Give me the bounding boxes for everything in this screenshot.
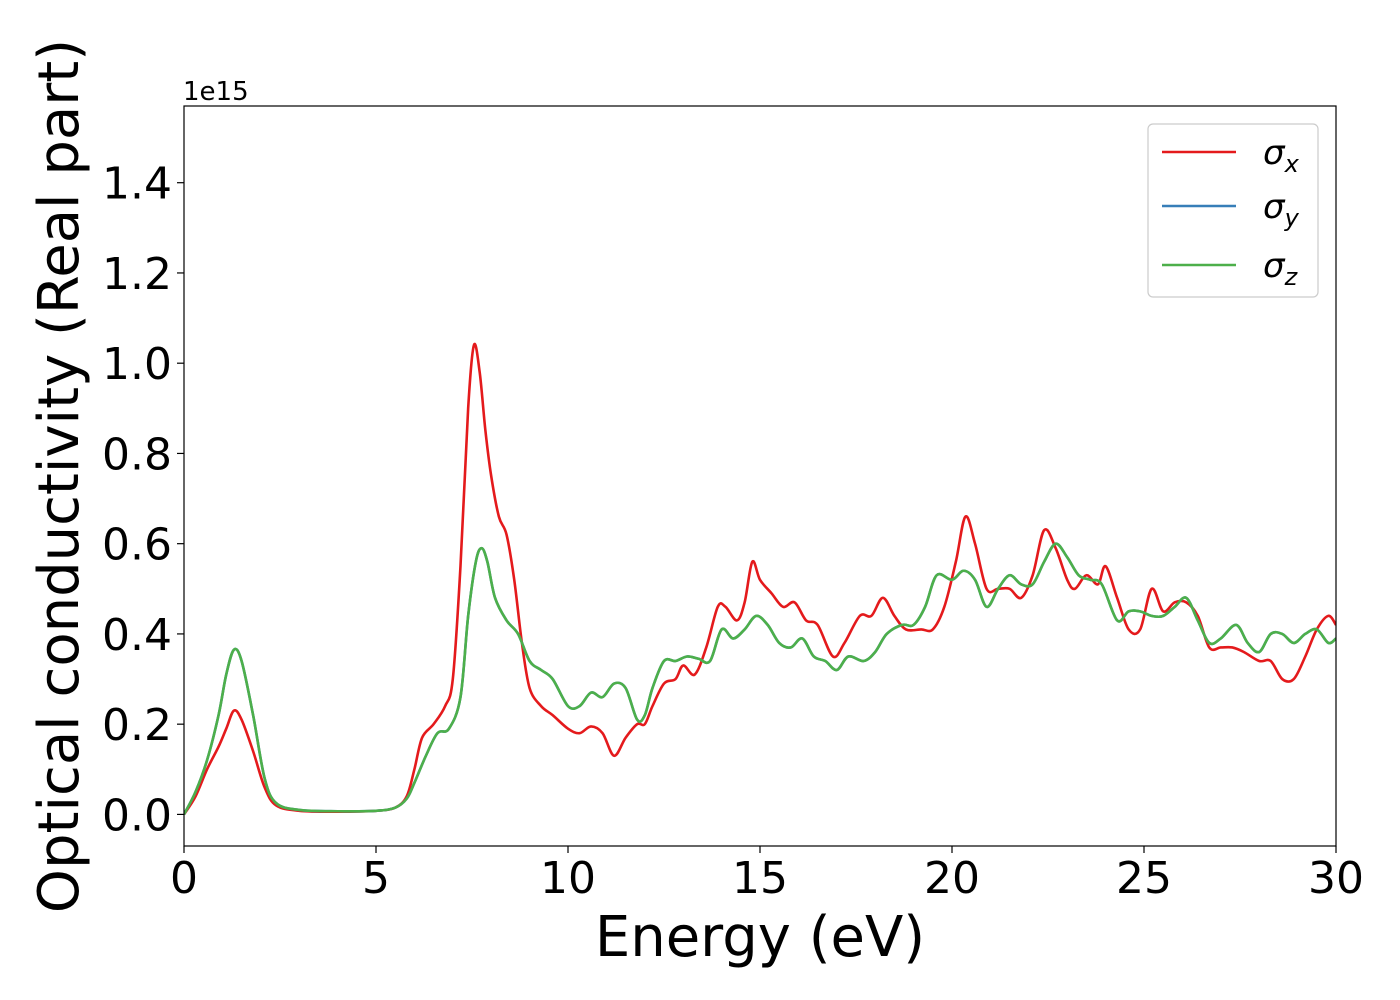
x-tick-label: 15 — [732, 853, 788, 904]
y-tick-label: 1.2 — [102, 249, 172, 300]
y-tick-label: 1.4 — [102, 159, 172, 210]
x-axis-title: Energy (eV) — [595, 905, 925, 970]
y-tick-label: 0.2 — [102, 700, 172, 751]
y-axis: 0.0 0.2 0.4 0.6 0.8 1.0 1.2 1.4 — [102, 159, 184, 841]
series-line-x — [184, 342, 1336, 816]
y-tick-label: 0.4 — [102, 610, 172, 661]
legend-label-symbol: σ — [1263, 187, 1286, 227]
x-tick-label: 30 — [1308, 853, 1364, 904]
legend-label-subscript: z — [1284, 263, 1299, 291]
x-axis: 0 5 10 15 20 25 30 — [170, 846, 1364, 904]
y-tick-label: 1.0 — [102, 339, 172, 390]
x-tick-label: 20 — [924, 853, 980, 904]
series-layer — [184, 342, 1336, 816]
legend-label-subscript: x — [1284, 150, 1300, 178]
legend-label-y: σy — [1263, 187, 1300, 232]
x-tick-label: 25 — [1116, 853, 1172, 904]
legend-label-symbol: σ — [1263, 246, 1286, 286]
legend-label-x: σx — [1263, 133, 1300, 178]
series-line-z — [184, 542, 1336, 816]
x-tick-label: 0 — [170, 853, 198, 904]
legend-label-subscript: y — [1284, 204, 1300, 232]
legend-label-symbol: σ — [1263, 133, 1286, 173]
y-offset-text: 1e15 — [183, 77, 249, 107]
y-tick-label: 0.8 — [102, 429, 172, 480]
y-tick-label: 0.0 — [102, 790, 172, 841]
y-axis-title: Optical conductivity (Real part) — [27, 39, 92, 913]
y-tick-label: 0.6 — [102, 520, 172, 571]
x-tick-label: 5 — [362, 853, 390, 904]
x-tick-label: 10 — [540, 853, 596, 904]
legend-label-z: σz — [1263, 246, 1299, 291]
legend-box — [1147, 123, 1319, 298]
